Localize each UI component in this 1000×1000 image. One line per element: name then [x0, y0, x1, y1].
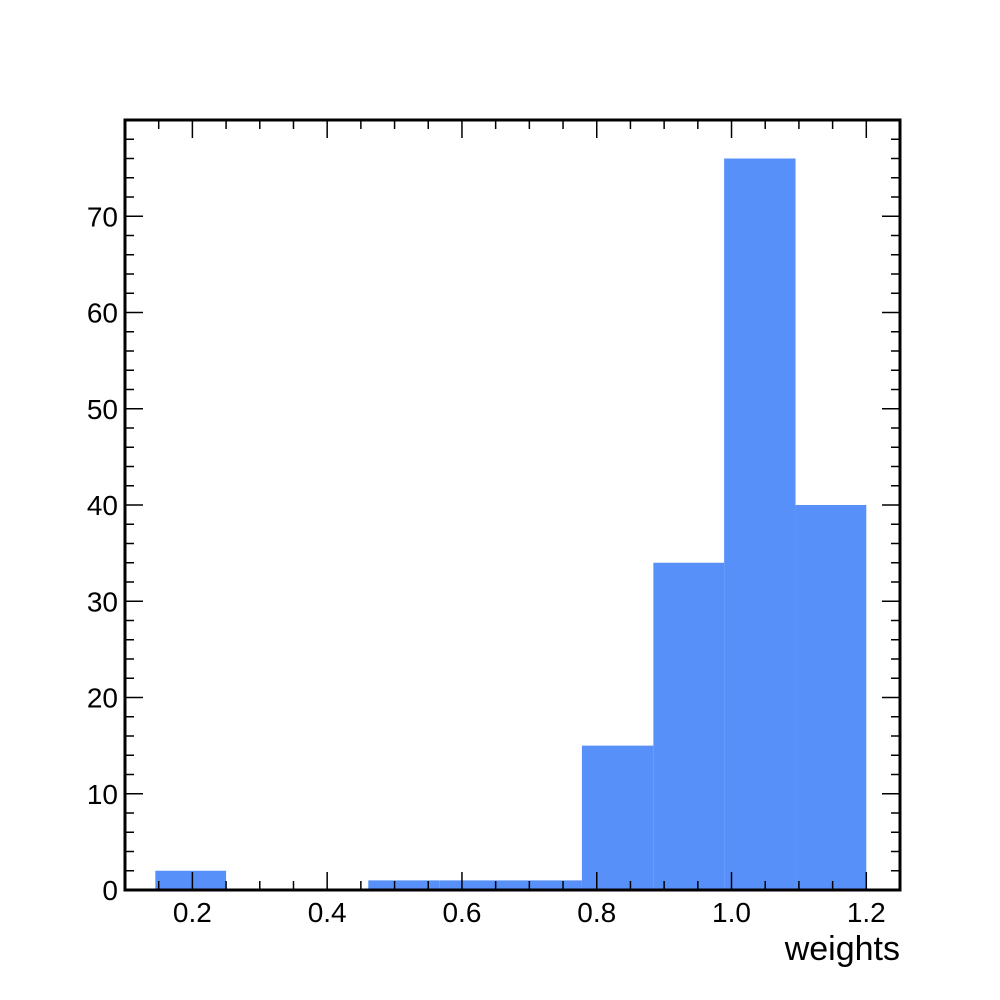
x-tick-label: 0.8: [577, 897, 616, 928]
x-tick-label: 1.0: [712, 897, 751, 928]
histogram-bar: [368, 880, 440, 890]
y-tick-label: 40: [87, 490, 118, 521]
histogram-bar: [724, 158, 796, 890]
histogram-bar: [581, 745, 654, 890]
histogram-bar: [439, 880, 511, 890]
x-tick-label: 0.4: [308, 897, 347, 928]
histogram-bar: [510, 880, 582, 890]
y-tick-labels: 0 10 20 30 40 50 60 70: [87, 201, 118, 906]
y-tick-label: 10: [87, 779, 118, 810]
x-tick-labels: 0.2 0.4 0.6 0.8 1.0 1.2: [173, 897, 886, 928]
y-tick-label: 30: [87, 586, 118, 617]
x-axis-title: weights: [784, 930, 900, 968]
x-tick-label: 1.2: [847, 897, 886, 928]
y-tick-label: 0: [102, 875, 118, 906]
y-tick-label: 60: [87, 298, 118, 329]
histogram-bars: [155, 158, 867, 890]
y-tick-label: 20: [87, 683, 118, 714]
x-tick-label: 0.2: [173, 897, 212, 928]
y-tick-label: 50: [87, 394, 118, 425]
histogram-bar: [155, 870, 227, 890]
plot-frame: [123, 118, 902, 892]
histogram-bar: [795, 505, 867, 890]
x-tick-label: 0.6: [442, 897, 481, 928]
histogram-bar: [653, 562, 725, 890]
y-tick-label: 70: [87, 201, 118, 232]
